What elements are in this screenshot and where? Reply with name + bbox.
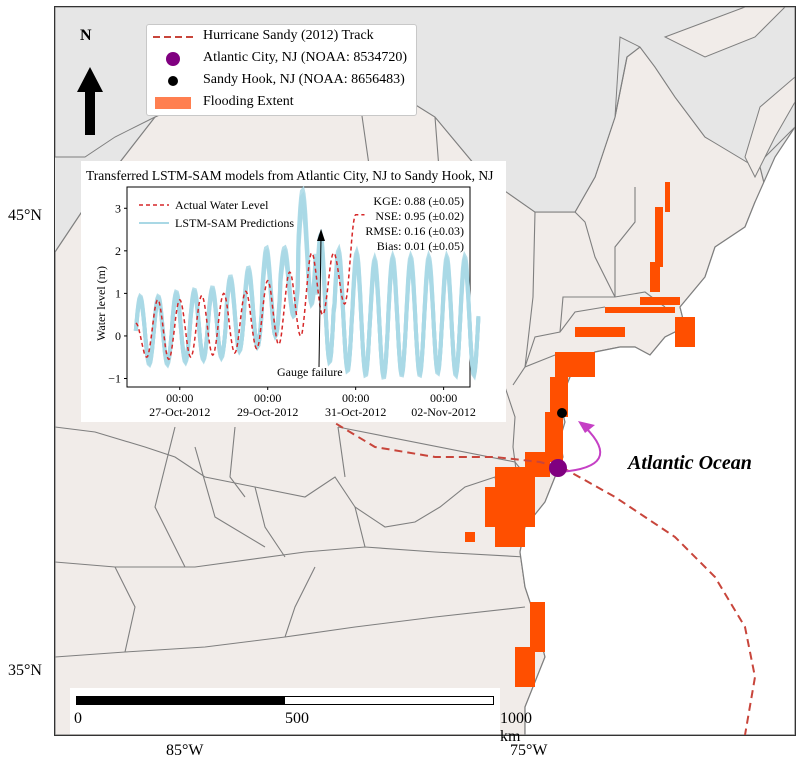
prediction-band [133, 185, 481, 381]
actual-water-level-line [135, 213, 365, 361]
north-arrow-icon [77, 67, 103, 135]
lon-label-85: 85°W [166, 742, 204, 759]
y-tick-label: 3 [115, 201, 121, 215]
y-tick-label: 2 [115, 244, 121, 258]
x-tick-date: 02-Nov-2012 [411, 405, 476, 419]
legend-item-atlantic-city: Atlantic City, NJ (NOAA: 8534720) [147, 49, 416, 69]
legend-label-track: Hurricane Sandy (2012) Track [203, 28, 374, 43]
x-tick-date: 27-Oct-2012 [149, 405, 210, 419]
x-tick-time: 00:00 [430, 391, 457, 405]
black-dot-icon [168, 76, 178, 86]
station-arrow-head [578, 421, 595, 433]
purple-dot-icon [166, 52, 180, 66]
x-tick-date: 29-Oct-2012 [237, 405, 298, 419]
y-axis-label: Water level (m) [94, 266, 108, 341]
legend-pred-label: LSTM-SAM Predictions [175, 216, 294, 230]
inset-title: Transferred LSTM-SAM models from Atlanti… [86, 168, 494, 183]
scale-bar-white [284, 696, 494, 705]
scale-label-0: 0 [74, 710, 82, 727]
atlantic-city-marker [549, 459, 567, 477]
dashed-line-icon [153, 36, 193, 38]
flooding-extent [465, 182, 695, 687]
inset-chart: Transferred LSTM-SAM models from Atlanti… [81, 161, 506, 422]
gauge-failure-label: Gauge failure [277, 365, 343, 379]
x-tick-time: 00:00 [254, 391, 281, 405]
legend-label-flooding: Flooding Extent [203, 94, 294, 109]
scale-label-500: 500 [285, 710, 309, 727]
metric-kge: KGE: 0.88 (±0.05) [373, 194, 464, 208]
nova-scotia [744, 76, 795, 179]
map-legend: Hurricane Sandy (2012) Track Atlantic Ci… [146, 24, 417, 116]
gauge-failure-arrow [318, 236, 322, 368]
ocean-label: Atlantic Ocean [628, 452, 752, 474]
legend-label-sandy-hook: Sandy Hook, NJ (NOAA: 8656483) [203, 72, 405, 87]
y-ticks: 3 2 1 0 −1 [108, 201, 127, 385]
legend-item-track: Hurricane Sandy (2012) Track [147, 27, 416, 47]
metric-nse: NSE: 0.95 (±0.02) [375, 209, 464, 223]
orange-patch-icon [155, 97, 191, 109]
lon-label-75: 75°W [510, 742, 548, 759]
gauge-failure-arrowhead [317, 229, 325, 241]
y-tick-label: −1 [108, 371, 121, 385]
hurricane-track [324, 416, 757, 735]
y-tick-label: 0 [115, 329, 121, 343]
actual-line [135, 213, 365, 361]
legend-item-flooding: Flooding Extent [147, 93, 416, 113]
metric-bias: Bias: 0.01 (±0.05) [377, 239, 464, 253]
x-tick-time: 00:00 [166, 391, 193, 405]
station-arrow [559, 426, 602, 473]
legend-item-sandy-hook: Sandy Hook, NJ (NOAA: 8656483) [147, 71, 416, 91]
scale-bar: 0 500 1000 km [70, 688, 532, 745]
x-ticks: 00:0027-Oct-201200:0029-Oct-201200:0031-… [149, 387, 476, 419]
plot-area [126, 186, 471, 388]
metric-rmse: RMSE: 0.16 (±0.03) [365, 224, 464, 238]
lat-label-45: 45°N [8, 207, 42, 224]
scale-bar-black [76, 696, 284, 705]
sandy-hook-marker [557, 408, 567, 418]
island-top [663, 7, 786, 58]
prediction-line [133, 185, 481, 381]
legend-actual-label: Actual Water Level [175, 198, 269, 212]
north-label: N [80, 27, 92, 44]
scale-label-1000: 1000 km [500, 710, 532, 745]
legend-label-atlantic-city: Atlantic City, NJ (NOAA: 8534720) [203, 50, 408, 65]
y-tick-label: 1 [115, 286, 121, 300]
x-tick-date: 31-Oct-2012 [325, 405, 386, 419]
x-tick-time: 00:00 [342, 391, 369, 405]
lat-label-35: 35°N [8, 662, 42, 679]
